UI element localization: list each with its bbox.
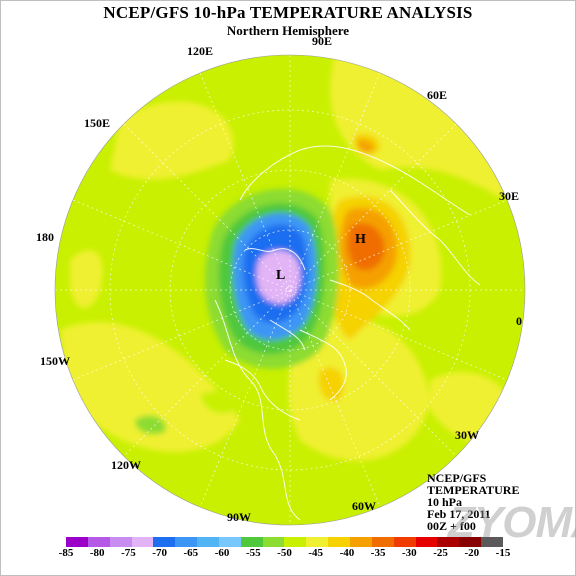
colorbar-swatch (131, 537, 154, 547)
colorbar-tick-label: -35 (370, 547, 386, 559)
colorbar-swatch (262, 537, 285, 547)
colorbar-tick-label: -20 (464, 547, 480, 559)
field-30-spot (357, 139, 374, 153)
colorbar-swatch (218, 537, 241, 547)
field-25-high-core (347, 223, 385, 271)
colorbar-tick-label: -80 (89, 547, 105, 559)
lon-30w: 30W (455, 428, 479, 442)
lon-120e: 120E (187, 44, 214, 58)
lon-60w: 60W (352, 499, 376, 513)
colorbar-tick-label: -15 (495, 547, 511, 559)
field-40-band-north (110, 101, 234, 180)
colorbar-tick-label: -75 (121, 547, 136, 559)
colorbar-tick-label: -25 (433, 547, 448, 559)
colorbar-swatch (459, 537, 482, 547)
colorbar-swatch (87, 537, 110, 547)
colorbar-swatch (481, 537, 503, 547)
lon-30e: 30E (499, 189, 520, 203)
info-variable: TEMPERATURE (427, 483, 520, 497)
colorbar-swatch (197, 537, 219, 547)
colorbar-tick-label: -30 (402, 547, 417, 559)
info-source: NCEP/GFS (427, 471, 487, 485)
colorbar-swatch (306, 537, 329, 547)
colorbar-swatch (349, 537, 372, 547)
lon-90e: 90E (312, 34, 333, 48)
colorbar-swatch (66, 537, 88, 547)
colorbar-tick-label: -70 (152, 547, 167, 559)
high-center-label: H (355, 232, 366, 247)
lon-150e: 150E (84, 116, 111, 130)
info-date: Feb 17, 2011 (427, 507, 491, 521)
lon-0: 0 (516, 314, 522, 328)
info-block: NCEP/GFS TEMPERATURE 10 hPa Feb 17, 2011… (427, 472, 519, 532)
map-title: NCEP/GFS 10-hPa TEMPERATURE ANALYSIS (103, 3, 473, 22)
temperature-field (55, 55, 525, 525)
map-subtitle: Northern Hemisphere (226, 23, 350, 38)
colorbar-tick-label: -55 (245, 547, 261, 559)
lon-60e: 60E (427, 88, 448, 102)
map-boundary (54, 54, 526, 526)
colorbar-swatch (437, 537, 460, 547)
colorbar-tick-label: -40 (339, 547, 355, 559)
graticule (55, 55, 525, 525)
field-50-spot-south (135, 415, 166, 435)
colorbar-swatch (240, 537, 263, 547)
lon-150w: 150W (40, 354, 70, 368)
colorbar-swatch (175, 537, 198, 547)
colorbar-tick-label: -50 (277, 547, 292, 559)
colorbar-tick-label: -60 (214, 547, 230, 559)
colorbar-swatch (109, 537, 132, 547)
coastlines (214, 145, 481, 521)
lon-180: 180 (36, 230, 54, 244)
lon-120w: 120W (111, 458, 141, 472)
colorbar (66, 537, 503, 547)
field-40-spot-west (70, 250, 103, 309)
field-40-band-east (330, 55, 505, 200)
colorbar-swatch (371, 537, 394, 547)
colorbar-swatch (284, 537, 307, 547)
colorbar-swatch (393, 537, 416, 547)
info-level: 10 hPa (427, 495, 463, 509)
colorbar-swatch (415, 537, 438, 547)
field-40-band-south (288, 318, 430, 461)
colorbar-swatch (153, 537, 176, 547)
field-45-spot (200, 390, 236, 414)
colorbar-tick-label: -45 (308, 547, 324, 559)
info-time: 00Z + f00 (427, 519, 476, 533)
lon-90w: 90W (227, 510, 251, 524)
colorbar-tick-label: -85 (58, 547, 74, 559)
colorbar-swatch (328, 537, 350, 547)
colorbar-tick-label: -65 (183, 547, 199, 559)
low-center-label: L (276, 268, 286, 283)
field-40-band-southwest (60, 322, 240, 453)
colorbar-ticks: -85 -80 -75 -70 -65 -60 -55 -50 -45 -40 -35 -30 -25 -… (59, 547, 511, 561)
